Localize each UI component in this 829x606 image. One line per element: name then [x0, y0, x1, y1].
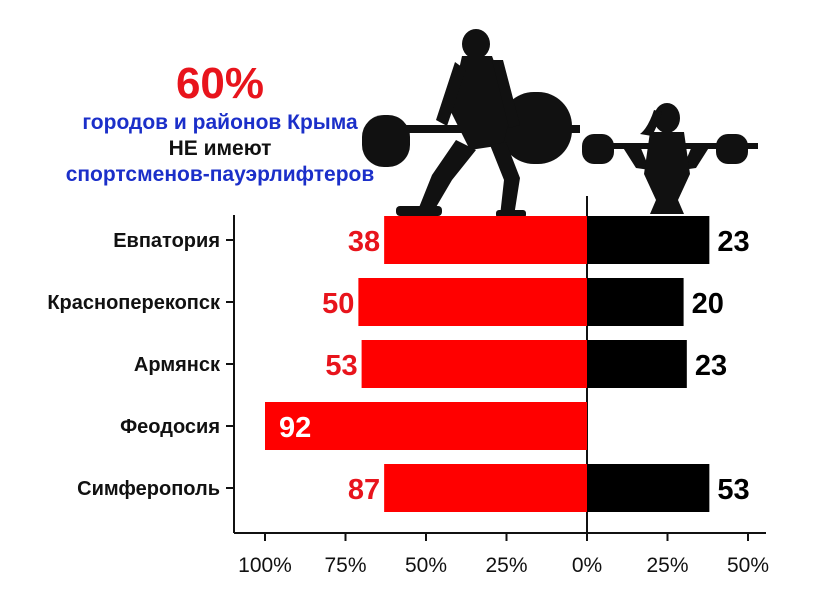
x-tick-label: 25% [646, 554, 688, 577]
category-label: Евпатория [113, 230, 220, 252]
value-label-left: 87 [348, 474, 380, 506]
male-powerlifter-silhouette-icon [362, 29, 580, 218]
x-tick-label: 75% [324, 554, 366, 577]
bar-right [587, 216, 710, 264]
value-label-right: 53 [717, 474, 749, 506]
category-label: Феодосия [120, 416, 220, 438]
bar-right [587, 340, 687, 388]
bar-left [361, 340, 587, 388]
y-ticks: Евпатория Красноперекопск Армянск Феодосия С… [47, 230, 234, 500]
bars [265, 216, 710, 512]
bar-right [587, 464, 710, 512]
x-ticks: 100% 75% 50% 25% 0% 25% 50% [238, 533, 769, 577]
headline-line-3: спортсменов-пауэрлифтеров [65, 163, 375, 186]
headline-percent: 60% [175, 59, 265, 108]
headline-line-2: НЕ имеют [168, 137, 272, 160]
value-label-left: 38 [348, 226, 380, 258]
category-label: Красноперекопск [47, 292, 221, 314]
value-label-right: 20 [692, 288, 724, 320]
value-labels: 38 23 50 20 53 23 92 87 53 [279, 226, 750, 506]
value-label-right: 23 [695, 350, 727, 382]
bar-left [384, 216, 587, 264]
x-tick-label: 100% [238, 554, 292, 577]
x-tick-label: 50% [405, 554, 447, 577]
bar-left [384, 464, 587, 512]
value-label-left: 92 [279, 412, 311, 444]
value-label-left: 50 [322, 288, 354, 320]
headline: 60% городов и районов Крыма НЕ имеют спо… [20, 62, 420, 190]
bar-right [587, 278, 684, 326]
category-label: Армянск [134, 354, 221, 376]
female-barbell-silhouette-icon [582, 103, 758, 214]
category-label: Симферополь [77, 478, 220, 500]
value-label-right: 23 [717, 226, 749, 258]
headline-line-1: городов и районов Крыма [82, 111, 358, 134]
value-label-left: 53 [325, 350, 357, 382]
x-tick-label: 0% [572, 554, 602, 577]
bar-left [358, 278, 587, 326]
x-tick-label: 50% [727, 554, 769, 577]
bar-left [265, 402, 587, 450]
x-tick-label: 25% [485, 554, 527, 577]
